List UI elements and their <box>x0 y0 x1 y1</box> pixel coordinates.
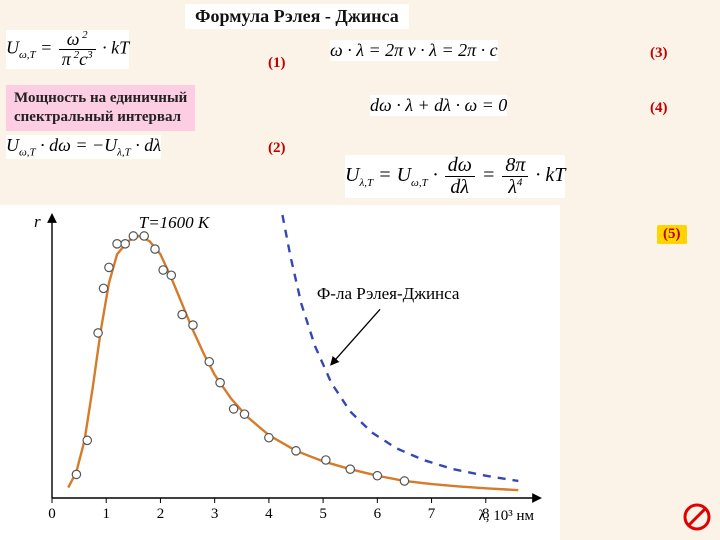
formula-4: dω · λ + dλ · ω = 0 <box>370 95 507 116</box>
subtitle-box: Мощность на единичный спектральный интер… <box>6 85 195 131</box>
formula-1: Uω,T = ω 2 π 2c3 · kT <box>6 30 129 69</box>
label-4: (4) <box>650 100 668 117</box>
subtitle-line1: Мощность на единичный <box>14 89 187 108</box>
formula-2: Uω,T · dω = −Uλ,T · dλ <box>6 135 161 159</box>
label-1: (1) <box>268 55 286 72</box>
svg-text:6: 6 <box>374 506 382 522</box>
label-2: (2) <box>268 140 286 157</box>
no-entry-icon <box>682 502 712 532</box>
svg-text:5: 5 <box>319 506 327 522</box>
title: Формула Рэлея - Джинса <box>185 4 409 29</box>
svg-text:4: 4 <box>265 506 273 522</box>
svg-text:0: 0 <box>48 506 56 522</box>
svg-text:λ, 10³ нм: λ, 10³ нм <box>478 508 534 524</box>
svg-text:3: 3 <box>211 506 219 522</box>
spectrum-chart: 012345678rλ, 10³ нмT=1600 KФ-ла Рэлея-Дж… <box>0 205 560 540</box>
label-3: (3) <box>650 45 668 62</box>
svg-text:r: r <box>34 212 41 231</box>
svg-text:1: 1 <box>102 506 110 522</box>
svg-text:Ф-ла Рэлея-Джинса: Ф-ла Рэлея-Джинса <box>317 284 460 303</box>
label-5: (5) <box>657 225 687 244</box>
formula-3: ω · λ = 2π ν · λ = 2π · c <box>330 40 498 61</box>
svg-text:2: 2 <box>157 506 165 522</box>
subtitle-line2: спектральный интервал <box>14 108 187 127</box>
formula-5: Uλ,T = Uω,T · dωdλ = 8πλ4 · kT <box>345 155 565 198</box>
svg-text:T=1600 K: T=1600 K <box>139 213 211 232</box>
svg-text:7: 7 <box>428 506 436 522</box>
